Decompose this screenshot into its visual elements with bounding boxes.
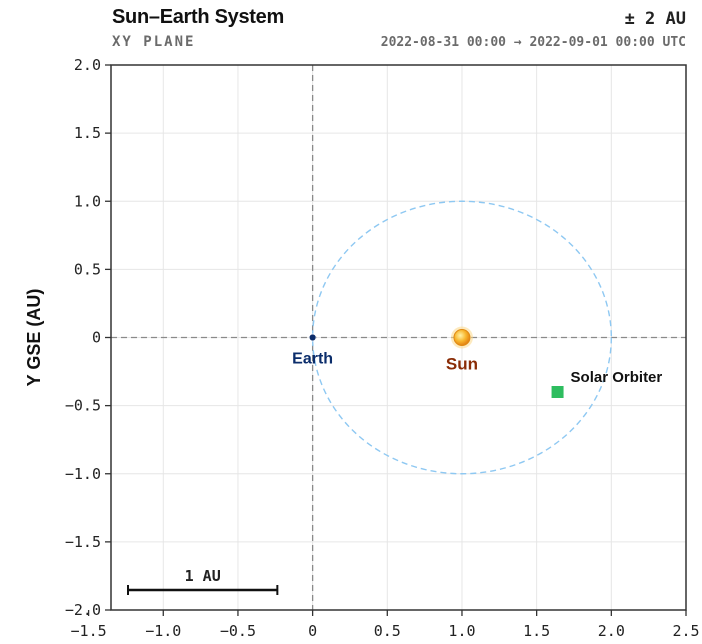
y-axis-label: Y GSE (AU) xyxy=(24,289,44,387)
y-tick-label: 2.0 xyxy=(74,56,101,74)
y-tick-label: 1.0 xyxy=(74,192,101,210)
x-tick-label: 0.5 xyxy=(374,622,401,640)
sun-marker xyxy=(453,329,471,346)
solar-orbiter-marker xyxy=(551,386,564,398)
y-tick-label: 0 xyxy=(92,329,101,347)
earth-label: Earth xyxy=(292,351,333,368)
x-tick-label: 0 xyxy=(308,622,317,640)
x-tick-label: 2.0 xyxy=(598,622,625,640)
scale-bar-label: 1 AU xyxy=(185,567,221,585)
earth-marker xyxy=(308,333,317,342)
y-tick-label: −0.5 xyxy=(65,397,101,415)
x-tick-label: −1.0 xyxy=(145,622,181,640)
range-label: ± 2 AU xyxy=(624,9,686,29)
x-tick-label: 1.0 xyxy=(448,622,475,640)
x-tick-label: −0.5 xyxy=(220,622,256,640)
x-tick-label: 2.5 xyxy=(672,622,699,640)
solar-orbiter-label: Solar Orbiter xyxy=(571,369,663,386)
plane-subtitle: XY PLANE xyxy=(112,34,196,50)
y-tick-label: −1.0 xyxy=(65,465,101,483)
y-tick-label: 0.5 xyxy=(74,260,101,278)
x-tick-label: −1.5 xyxy=(71,622,107,640)
chart-title: Sun–Earth System xyxy=(112,6,284,28)
sun-label: Sun xyxy=(446,355,478,374)
y-tick-label: 1.5 xyxy=(74,124,101,142)
time-range-label: 2022-08-31 00:00 → 2022-09-01 00:00 UTC xyxy=(380,35,686,50)
y-tick-label: −2.0 xyxy=(65,601,101,619)
earth-orbit-path xyxy=(311,200,613,475)
x-tick-label: 1.5 xyxy=(523,622,550,640)
y-tick-label: −1.5 xyxy=(65,533,101,551)
